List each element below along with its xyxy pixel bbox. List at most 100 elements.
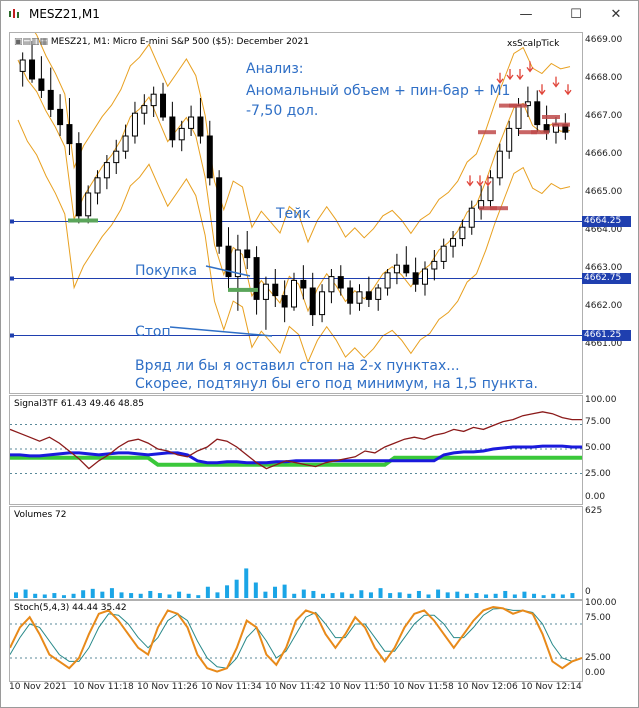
signal-panel[interactable]: Signal3TF 61.43 49.46 48.85: [9, 395, 583, 505]
candle-body: [19, 59, 26, 72]
volume-bar: [81, 590, 86, 598]
candle-body: [75, 143, 82, 217]
analysis-title: Анализ:: [246, 61, 304, 77]
level-marker: [10, 276, 14, 281]
price-scale[interactable]: 4669.00 4668.00 4667.00 4666.00 4665.00 …: [582, 32, 632, 392]
candle-body: [262, 283, 269, 300]
stoch-chart[interactable]: [10, 601, 582, 681]
indicator-name: xsScalpTick: [507, 39, 560, 49]
volume-bar: [196, 595, 201, 598]
stoch-tick: 25.00: [585, 653, 611, 663]
volumes-tick: 625: [585, 506, 603, 516]
candle-body: [291, 279, 297, 308]
price-tick: 4665.00: [585, 187, 623, 197]
signal-header: Signal3TF 61.43 49.46 48.85: [14, 399, 144, 409]
volume-bar: [33, 593, 38, 598]
volume-bar: [167, 594, 172, 598]
down-arrow-icon: [496, 72, 504, 84]
volume-bar: [359, 590, 364, 598]
minimize-button[interactable]: —: [519, 7, 533, 22]
signal-green-line: [10, 455, 582, 467]
candle-body: [431, 260, 438, 270]
candle-body: [38, 78, 45, 91]
candle-body: [29, 59, 36, 80]
volume-bar: [109, 588, 114, 598]
volume-bar: [397, 592, 402, 598]
candle-body: [309, 287, 316, 316]
volumes-chart[interactable]: [10, 507, 582, 599]
candle-body: [57, 108, 64, 126]
down-arrow-icon: [484, 175, 492, 187]
candle-body: [169, 116, 176, 141]
volume-bar: [119, 592, 124, 598]
time-tick: 10 Nov 12:14: [521, 682, 582, 692]
signal-tick: 75.00: [585, 417, 611, 427]
price-tick: 4664.00: [585, 225, 623, 235]
chart-header: ▣▤▥▦ MESZ21, M1: Micro E-mini S&P 500 ($…: [14, 37, 309, 47]
cluster-marker: [479, 206, 497, 211]
volume-bar: [177, 591, 182, 598]
buy-label: Покупка: [135, 263, 198, 279]
volume-bar: [541, 595, 546, 598]
volume-bar: [52, 593, 57, 598]
volume-bar: [560, 594, 565, 598]
volume-bar: [388, 593, 393, 598]
volume-bar: [186, 593, 191, 598]
time-tick: 10 Nov 12:06: [457, 682, 518, 692]
volume-bar: [464, 593, 469, 598]
chart-header-text: MESZ21, M1: Micro E-mini S&P 500 ($5): D…: [50, 37, 309, 47]
candle-body: [403, 264, 410, 274]
maximize-button[interactable]: ☐: [570, 7, 582, 22]
close-button[interactable]: ✕: [610, 7, 622, 22]
price-tick: 4669.00: [585, 35, 623, 45]
price-panel[interactable]: ▣▤▥▦ MESZ21, M1: Micro E-mini S&P 500 ($…: [9, 32, 583, 394]
volume-bar: [311, 590, 316, 598]
signal-red-line: [10, 411, 582, 470]
volume-bar: [512, 594, 517, 598]
time-tick: 10 Nov 11:42: [265, 682, 326, 692]
volume-bar: [455, 591, 460, 598]
candle-body: [450, 238, 457, 247]
down-arrow-icon: [476, 175, 484, 187]
chart-controls-icons[interactable]: ▣▤▥▦: [14, 37, 51, 47]
cluster-marker: [519, 130, 537, 135]
candle-body: [122, 135, 129, 152]
candle-body: [412, 272, 419, 285]
candle-body: [197, 116, 204, 137]
volume-bar: [522, 591, 527, 598]
signal-chart[interactable]: [10, 396, 582, 504]
candle-body: [337, 276, 344, 289]
price-tick: 4667.00: [585, 111, 623, 121]
volume-bar: [493, 593, 498, 598]
volume-bar: [320, 593, 325, 598]
candle-body: [487, 177, 494, 202]
cluster-marker: [531, 130, 549, 135]
stoch-tick: 100.00: [585, 598, 617, 608]
candle-body: [375, 287, 382, 300]
volume-bar: [330, 593, 335, 598]
candle-body: [384, 272, 391, 289]
candle-body: [244, 249, 251, 259]
volume-bar: [253, 582, 258, 598]
volume-bar: [129, 593, 134, 598]
candle-body: [365, 291, 372, 300]
volume-bar: [205, 586, 210, 598]
candle-body: [468, 207, 475, 228]
candle-body: [113, 150, 120, 164]
candle-body: [347, 287, 354, 304]
stoch-tick: 0.00: [585, 668, 606, 678]
price-tick: 4661.00: [585, 339, 623, 349]
signal-blue-line: [10, 444, 582, 465]
price-chart[interactable]: [10, 33, 582, 393]
stoch-panel[interactable]: Stoch(5,4,3) 44.44 35.42: [9, 600, 583, 682]
volumes-panel[interactable]: Volumes 72: [9, 506, 583, 600]
title-bar: MESZ21,M1 — ☐ ✕: [1, 1, 638, 29]
volume-bar: [23, 589, 28, 598]
signal-tick: 100.00: [585, 395, 617, 405]
time-tick: 10 Nov 11:58: [393, 682, 454, 692]
candle-body: [234, 249, 241, 278]
candle-body: [356, 291, 363, 304]
candle-body: [150, 93, 157, 107]
candle-body: [319, 291, 326, 316]
volume-bar: [61, 595, 66, 598]
